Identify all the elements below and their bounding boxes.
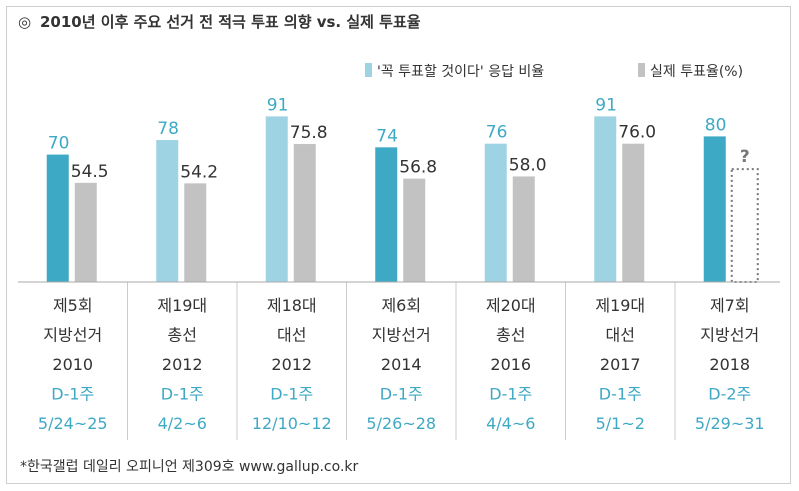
category-name-1: 제19대	[157, 296, 207, 315]
value-label-intent-3: 74	[376, 126, 398, 146]
bar-actual-0	[74, 182, 97, 282]
legend-swatch-intent	[365, 63, 372, 77]
bar-intent-1	[156, 140, 179, 282]
category-dates-4: 4/4~6	[486, 414, 535, 433]
category-dates-5: 5/1~2	[596, 414, 645, 433]
category-type-5: 대선	[606, 326, 635, 345]
bar-actual-1	[184, 183, 207, 282]
bar-intent-0	[46, 154, 69, 282]
category-week-0: D-1주	[51, 385, 94, 404]
category-dates-1: 4/2~6	[158, 414, 207, 433]
value-label-actual-unknown: ?	[740, 147, 750, 167]
bar-actual-5	[622, 143, 645, 282]
bar-intent-5	[594, 116, 617, 282]
category-dates-0: 5/24~25	[38, 414, 108, 433]
chart-title-group: ◎ 2010년 이후 주요 선거 전 적극 투표 의향 vs. 실제 투표율	[18, 13, 421, 31]
category-year-3: 2014	[381, 355, 422, 374]
category-dates-3: 5/26~28	[366, 414, 436, 433]
category-name-4: 제20대	[486, 296, 536, 315]
value-label-actual-2: 75.8	[290, 123, 328, 143]
category-year-5: 2017	[600, 355, 641, 374]
chart-title: 2010년 이후 주요 선거 전 적극 투표 의향 vs. 실제 투표율	[40, 13, 421, 31]
category-type-1: 총선	[168, 326, 197, 345]
category-name-6: 제7회	[710, 296, 750, 315]
legend-swatch-actual	[638, 63, 645, 77]
category-name-5: 제19대	[595, 296, 645, 315]
category-name-2: 제18대	[267, 296, 317, 315]
bar-intent-3	[375, 147, 398, 282]
value-label-actual-3: 56.8	[399, 158, 437, 178]
category-year-4: 2016	[490, 355, 531, 374]
bar-actual-placeholder	[730, 168, 759, 283]
value-label-actual-4: 58.0	[509, 155, 547, 175]
value-label-intent-4: 76	[486, 123, 508, 143]
category-type-2: 대선	[277, 326, 306, 345]
value-label-intent-1: 78	[157, 119, 179, 139]
category-year-2: 2012	[271, 355, 312, 374]
value-label-intent-2: 91	[267, 95, 289, 115]
category-name-3: 제6회	[381, 296, 421, 315]
legend: '꼭 투표할 것이다' 응답 비율 실제 투표율(%)	[365, 63, 743, 80]
category-week-4: D-1주	[489, 385, 532, 404]
value-label-actual-0: 54.5	[71, 162, 109, 182]
category-week-1: D-1주	[161, 385, 204, 404]
category-type-3: 지방선거	[372, 326, 431, 345]
value-label-intent-5: 91	[595, 95, 617, 115]
category-year-1: 2012	[162, 355, 203, 374]
bar-intent-6	[703, 136, 726, 282]
value-label-intent-6: 80	[705, 115, 727, 135]
category-type-0: 지방선거	[43, 326, 102, 345]
value-label-actual-1: 54.2	[180, 162, 218, 182]
category-dividers	[127, 282, 676, 440]
category-name-0: 제5회	[53, 296, 93, 315]
legend-label-actual: 실제 투표율(%)	[650, 64, 743, 80]
category-week-2: D-1주	[270, 385, 313, 404]
bar-actual-4	[512, 176, 535, 282]
category-type-4: 총선	[496, 326, 525, 345]
chart-title-mark: ◎	[18, 13, 31, 31]
category-week-3: D-1주	[380, 385, 423, 404]
category-year-0: 2010	[52, 355, 93, 374]
legend-label-intent: '꼭 투표할 것이다' 응답 비율	[377, 64, 544, 80]
bar-intent-4	[484, 143, 507, 282]
category-type-6: 지방선거	[700, 326, 759, 345]
bar-actual-2	[293, 144, 316, 282]
value-label-intent-0: 70	[48, 134, 70, 154]
bar-intent-2	[265, 116, 288, 282]
category-week-6: D-2주	[708, 385, 751, 404]
category-year-6: 2018	[709, 355, 750, 374]
value-label-actual-5: 76.0	[618, 123, 656, 143]
bar-actual-3	[403, 178, 426, 282]
category-week-5: D-1주	[599, 385, 642, 404]
category-dates-6: 5/29~31	[695, 414, 765, 433]
category-dates-2: 12/10~12	[252, 414, 332, 433]
source-note: *한국갤럽 데일리 오피니언 제309호 www.gallup.co.kr	[20, 459, 359, 475]
